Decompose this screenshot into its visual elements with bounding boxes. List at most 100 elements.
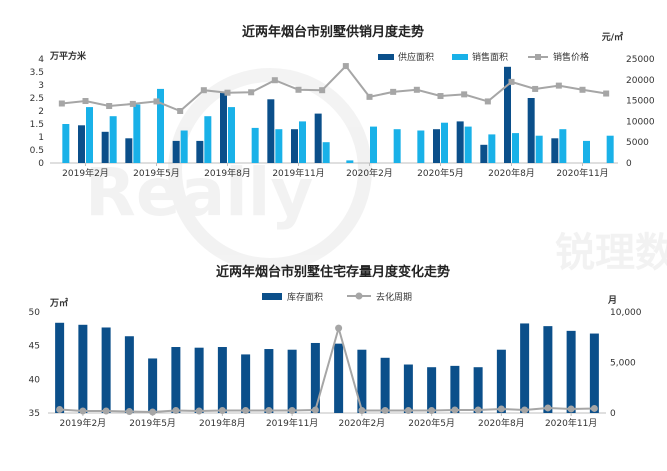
chart1-bar-b — [228, 107, 235, 163]
chart1-y-left-tick: 0.5 — [30, 146, 44, 156]
chart2-line-point — [590, 404, 598, 412]
chart1-bar-b — [417, 130, 425, 163]
chart1-bar-b — [109, 116, 117, 163]
chart1-bar-a — [314, 113, 322, 163]
chart1-bar-a — [551, 138, 559, 163]
chart1-y-right-tick: 20000 — [626, 76, 655, 86]
chart2-bar-a — [334, 343, 344, 413]
chart1-line-point — [603, 90, 610, 97]
chart1-bar-b — [180, 130, 188, 163]
chart1-bar-a — [101, 131, 109, 163]
legend-supply-label: 供应面积 — [398, 51, 434, 63]
chart1-axes: 0 0.5 1 1.5 2 2.5 3 3.5 4 0 5000 10000 15000 20000 250… — [30, 55, 655, 179]
chart1-y-right-tick: 25000 — [626, 55, 655, 65]
chart1-line-point — [295, 86, 302, 93]
chart2-line-point — [218, 406, 226, 414]
chart2-y-right-tick: 10,000 — [610, 308, 642, 318]
chart1-line-point — [437, 93, 444, 100]
chart2-x-tick-label: 2020年8月 — [478, 417, 525, 429]
chart1-bar-a — [456, 121, 464, 163]
chart2-bar-a — [357, 349, 367, 413]
chart1-bar-a — [291, 129, 298, 163]
legend-cycle-marker — [355, 292, 363, 300]
chart2-line-point — [149, 408, 157, 416]
chart1-bar-a — [480, 144, 488, 163]
chart1-line-point — [153, 98, 160, 105]
chart1-bar-b — [346, 160, 354, 163]
chart1-price-line — [58, 63, 610, 114]
chart2-title: 近两年烟台市别墅住宅存量月度变化走势 — [216, 264, 450, 280]
inventory-chart: 近两年烟台市别墅住宅存量月度变化走势 万㎡ 月 库存面积 去化周期 35 40 45… — [29, 264, 642, 429]
legend-cycle-label: 去化周期 — [376, 291, 412, 303]
chart2-left-unit: 万㎡ — [49, 297, 68, 309]
chart1-title: 近两年烟台市别墅供销月度走势 — [242, 24, 424, 40]
chart1-bar-b — [157, 88, 164, 163]
legend-price-marker — [535, 54, 541, 60]
chart2-bar-a — [124, 336, 134, 413]
chart2-bar-a — [427, 367, 437, 413]
chart2-y-left-tick: 50 — [29, 308, 41, 318]
chart2-bar-a — [380, 357, 390, 413]
chart2-line-point — [125, 407, 133, 415]
chart1-bar-b — [275, 129, 283, 163]
chart2-x-tick-label: 2020年5月 — [408, 417, 455, 429]
chart2-bar-a — [264, 349, 274, 413]
chart1-bar-b — [86, 107, 93, 163]
chart1-line-point — [342, 63, 349, 70]
chart1-y-left-tick: 2 — [38, 107, 44, 117]
legend-price-label: 销售价格 — [553, 51, 589, 63]
chart1-bar-b — [204, 116, 212, 163]
chart1-line-point — [579, 86, 586, 93]
chart1-line-point — [484, 98, 491, 105]
chart2-axes: 35 40 45 50 0 5,000 10,000 2019年2月 2019年5月 2019年8… — [29, 308, 642, 429]
chart2-bar-a — [566, 330, 576, 413]
chart1-line-point — [224, 89, 231, 96]
chart1-bar-a — [78, 125, 85, 163]
chart2-line-point — [195, 407, 203, 415]
chart1-legend: 供应面积 销售面积 销售价格 — [378, 51, 589, 63]
chart2-line-point — [265, 406, 273, 414]
chart1-y-left-tick: 1 — [38, 133, 44, 143]
chart1-right-unit: 元/㎡ — [602, 31, 623, 43]
chart1-line-point — [106, 103, 113, 110]
chart1-bar-b — [370, 126, 377, 163]
chart1-y-left-tick: 2.5 — [30, 94, 44, 104]
watermark-text: Really — [85, 154, 313, 231]
chart1-line-point — [461, 91, 468, 98]
chart2-line-point — [451, 406, 459, 414]
chart1-bar-a — [172, 140, 180, 163]
chart1-line-point — [82, 98, 89, 105]
chart1-y-right-tick: 5000 — [626, 138, 649, 148]
chart2-bar-a — [543, 326, 553, 413]
chart2-x-tick-label: 2019年2月 — [60, 417, 107, 429]
chart2-line-point — [102, 407, 110, 415]
chart1-y-right-tick: 0 — [626, 159, 632, 169]
chart1-line-point — [177, 108, 184, 114]
chart1-bar-b — [583, 140, 590, 163]
chart1-y-right-tick: 10000 — [626, 117, 655, 127]
chart1-bars — [62, 66, 614, 163]
chart2-line-point — [544, 404, 552, 412]
chart2-bar-a — [450, 365, 460, 413]
chart1-line-point — [319, 87, 326, 94]
chart2-x-tick-label: 2019年5月 — [129, 417, 176, 429]
chart1-y-right-tick: 15000 — [626, 97, 655, 107]
chart1-x-tick-label: 2019年2月 — [62, 167, 109, 179]
chart1-x-tick-label: 2020年2月 — [346, 167, 393, 179]
chart2-bar-a — [101, 327, 111, 413]
chart2-bar-a — [520, 323, 530, 413]
chart2-y-right-tick: 0 — [610, 409, 616, 419]
chart2-bar-a — [217, 347, 227, 413]
chart2-line-point — [242, 406, 250, 414]
chart2-bar-a — [287, 349, 297, 413]
chart2-legend: 库存面积 去化周期 — [262, 291, 412, 303]
legend-inventory-label: 库存面积 — [287, 291, 323, 303]
chart2-bar-a — [241, 354, 251, 413]
chart2-bar-a — [589, 333, 599, 413]
chart2-bars — [55, 322, 599, 413]
chart1-bar-a — [125, 138, 133, 163]
chart2-bar-a — [171, 347, 181, 413]
watermark-text-cn: 锐理数据 — [555, 230, 667, 276]
watermark-ring — [168, 68, 372, 272]
chart1-y-left-tick: 1.5 — [30, 120, 44, 130]
